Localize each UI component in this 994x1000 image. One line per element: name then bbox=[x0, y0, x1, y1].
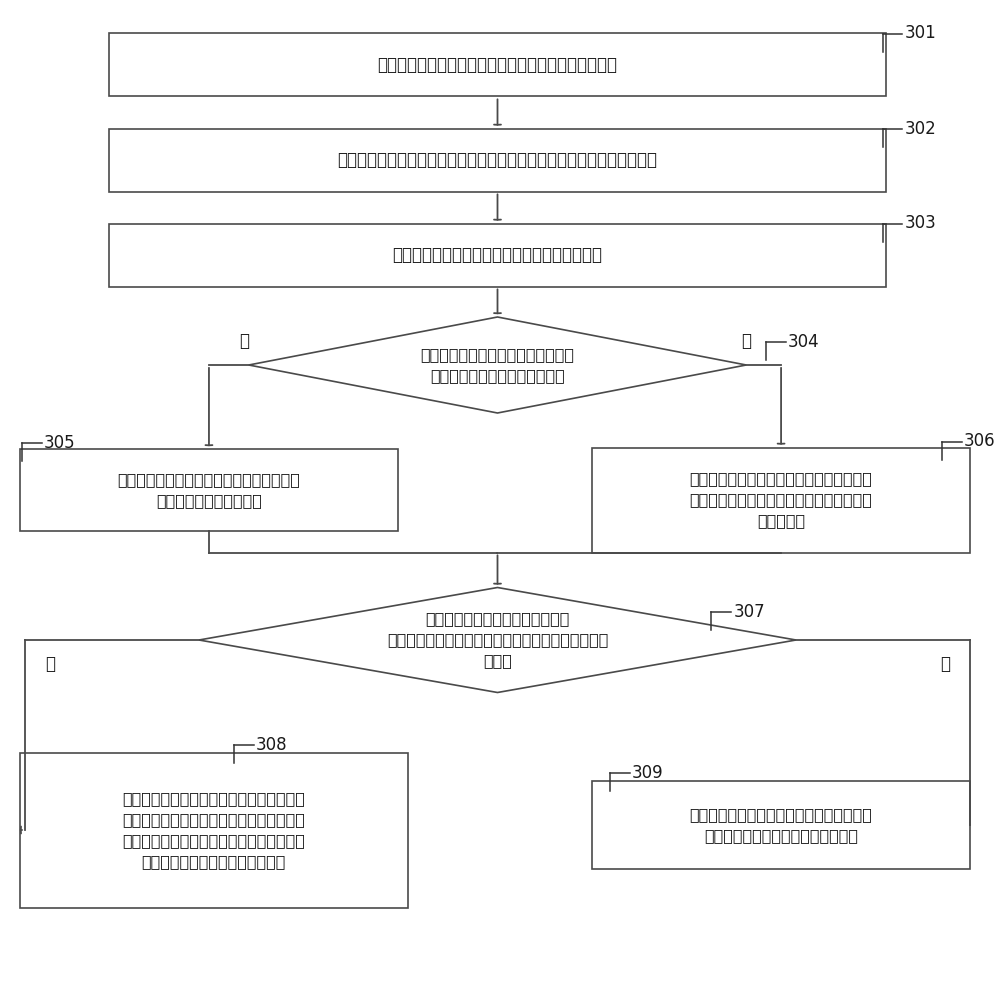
Text: 否: 否 bbox=[741, 332, 750, 350]
Text: 304: 304 bbox=[787, 333, 819, 351]
Text: 301: 301 bbox=[904, 24, 935, 42]
Polygon shape bbox=[199, 587, 795, 692]
Text: 305: 305 bbox=[44, 434, 76, 452]
Text: 第一移动终端将当前显示的图片的全部图像
信息发送给第二移动终端: 第一移动终端将当前显示的图片的全部图像 信息发送给第二移动终端 bbox=[117, 472, 300, 508]
Text: 303: 303 bbox=[904, 215, 935, 232]
Text: 第一移动终端以全屏模式或正常显示图片模式显示图片: 第一移动终端以全屏模式或正常显示图片模式显示图片 bbox=[377, 56, 617, 74]
FancyBboxPatch shape bbox=[591, 448, 969, 552]
FancyBboxPatch shape bbox=[20, 752, 408, 908]
Text: 第一移动终端按照第一设定规则将当前显示的图片分割为至少二个图像块: 第一移动终端按照第一设定规则将当前显示的图片分割为至少二个图像块 bbox=[337, 151, 657, 169]
Text: 是: 是 bbox=[45, 655, 55, 673]
FancyBboxPatch shape bbox=[109, 129, 885, 192]
Text: 306: 306 bbox=[963, 432, 994, 450]
Text: 否: 否 bbox=[939, 655, 949, 673]
Text: 第一移动终端接收对当前显示的图片的拖动操作: 第一移动终端接收对当前显示的图片的拖动操作 bbox=[392, 246, 602, 264]
Text: 第一移动终端根据所述位置坐标确定图片移
出部分所在的图像块；将所述位置坐标、第
一移动终端的显示屏幕的信息、和所述图像
块的图像信息发送给第二移动终端: 第一移动终端根据所述位置坐标确定图片移 出部分所在的图像块；将所述位置坐标、第 … bbox=[122, 791, 305, 869]
FancyBboxPatch shape bbox=[109, 33, 885, 96]
FancyBboxPatch shape bbox=[109, 224, 885, 286]
FancyBboxPatch shape bbox=[20, 449, 398, 531]
FancyBboxPatch shape bbox=[591, 781, 969, 869]
Text: 是: 是 bbox=[239, 332, 248, 350]
Text: 308: 308 bbox=[255, 736, 287, 754]
Text: 307: 307 bbox=[733, 603, 764, 621]
Text: 309: 309 bbox=[631, 764, 663, 782]
Text: 第一移动终端确定拖动操作的速度，
并判断该速度是否大于设定阈值: 第一移动终端确定拖动操作的速度， 并判断该速度是否大于设定阈值 bbox=[420, 347, 574, 383]
Polygon shape bbox=[248, 317, 746, 413]
Text: 302: 302 bbox=[904, 120, 935, 138]
Text: 第一移动终端取消图片传输，通知第二移动
终端销毁已接收到的图片的图像信息: 第一移动终端取消图片传输，通知第二移动 终端销毁已接收到的图片的图像信息 bbox=[689, 807, 872, 843]
Text: 第一移动终端根据拖动操作，确定图片中移
出第一移动终端的显示屏幕的图片移出部分
的位置坐标: 第一移动终端根据拖动操作，确定图片中移 出第一移动终端的显示屏幕的图片移出部分 … bbox=[689, 472, 872, 528]
Text: 第一移动终端根据所述位置坐标，
判断当前显示的图片是否完全移出第一移动终端的显
示屏幕: 第一移动终端根据所述位置坐标， 判断当前显示的图片是否完全移出第一移动终端的显 … bbox=[387, 611, 607, 668]
